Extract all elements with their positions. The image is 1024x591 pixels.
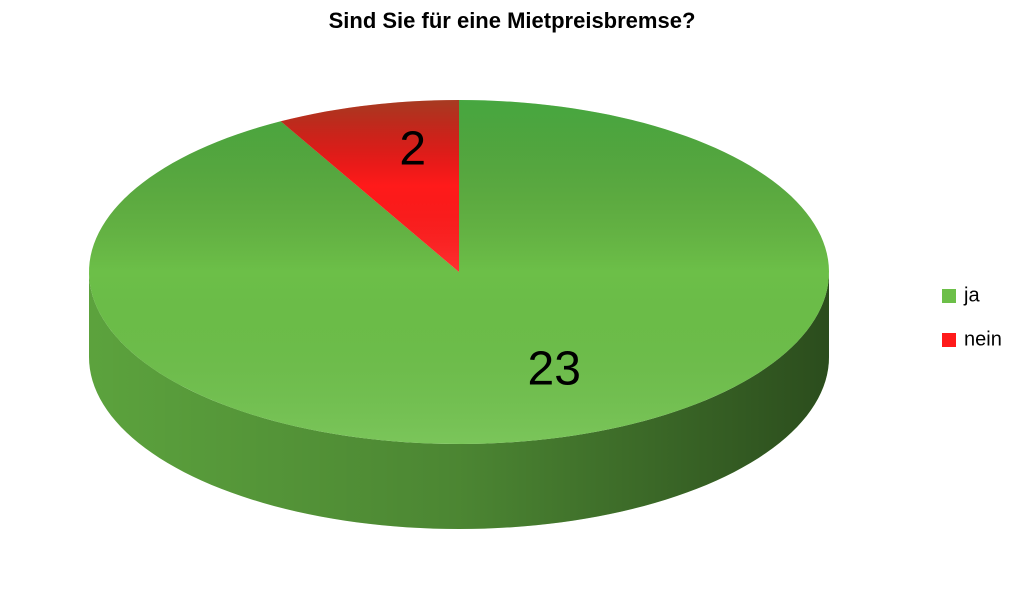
legend-swatch [942, 333, 956, 347]
top-shade [280, 100, 459, 272]
chart-title: Sind Sie für eine Mietpreisbremse? [329, 8, 696, 33]
legend-swatch [942, 289, 956, 303]
data-label: 23 [528, 343, 581, 396]
side-shade [89, 272, 829, 529]
data-label: 2 [399, 123, 426, 176]
legend-label: ja [963, 284, 980, 306]
legend-label: nein [964, 328, 1002, 350]
top-shade [89, 100, 829, 444]
